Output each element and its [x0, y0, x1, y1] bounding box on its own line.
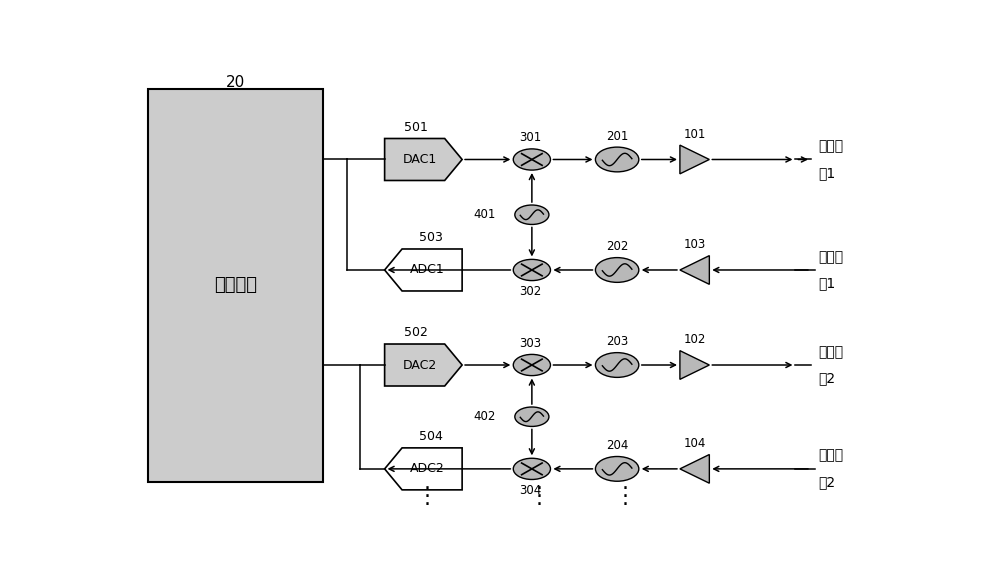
Text: 104: 104 [683, 437, 706, 450]
Text: DAC1: DAC1 [402, 153, 437, 166]
Polygon shape [680, 351, 709, 379]
Text: 501: 501 [404, 121, 428, 134]
Text: 304: 304 [519, 484, 541, 497]
Text: 号1: 号1 [819, 276, 836, 290]
Text: ·: · [621, 495, 628, 515]
Ellipse shape [595, 258, 639, 282]
Text: 503: 503 [419, 231, 443, 245]
Polygon shape [385, 344, 462, 386]
Text: 201: 201 [606, 130, 628, 142]
Text: 信道模拟: 信道模拟 [214, 277, 257, 294]
Text: ADC1: ADC1 [410, 263, 445, 277]
Text: 502: 502 [404, 327, 428, 339]
Bar [148, 89, 323, 482]
Ellipse shape [595, 147, 639, 172]
Text: 接收信: 接收信 [819, 449, 844, 463]
Text: 402: 402 [473, 410, 495, 423]
Text: ·: · [621, 487, 628, 507]
Ellipse shape [513, 149, 550, 170]
Polygon shape [680, 455, 709, 483]
Text: 号2: 号2 [819, 475, 836, 489]
Text: ·: · [536, 479, 543, 499]
Polygon shape [385, 249, 462, 291]
Text: 204: 204 [606, 439, 628, 452]
Text: 102: 102 [683, 333, 706, 346]
Polygon shape [680, 145, 709, 174]
Text: 301: 301 [519, 131, 541, 144]
Text: ·: · [424, 487, 431, 507]
Text: 号2: 号2 [819, 371, 836, 385]
Text: 发射信: 发射信 [819, 345, 844, 359]
Text: 号1: 号1 [819, 166, 836, 180]
Ellipse shape [513, 458, 550, 479]
Text: 504: 504 [419, 430, 443, 443]
Polygon shape [385, 448, 462, 490]
Text: DAC2: DAC2 [402, 359, 437, 371]
Ellipse shape [515, 407, 549, 426]
Text: ·: · [424, 495, 431, 515]
Ellipse shape [595, 352, 639, 377]
Text: 发射信: 发射信 [819, 139, 844, 153]
Text: 20: 20 [226, 75, 245, 90]
Polygon shape [385, 138, 462, 180]
Text: 303: 303 [519, 337, 541, 350]
Ellipse shape [515, 205, 549, 224]
Text: 101: 101 [683, 127, 706, 141]
Ellipse shape [513, 354, 550, 375]
Polygon shape [680, 255, 709, 284]
Text: 202: 202 [606, 240, 628, 253]
Ellipse shape [513, 259, 550, 281]
Text: 401: 401 [473, 208, 495, 221]
Text: 103: 103 [684, 238, 706, 251]
Ellipse shape [595, 456, 639, 481]
Text: 接收信: 接收信 [819, 250, 844, 263]
Text: ADC2: ADC2 [410, 463, 445, 475]
Text: 302: 302 [519, 285, 541, 298]
Text: ·: · [621, 479, 628, 499]
Text: ·: · [424, 479, 431, 499]
Text: ·: · [536, 487, 543, 507]
Text: ·: · [536, 495, 543, 515]
Text: 203: 203 [606, 335, 628, 348]
